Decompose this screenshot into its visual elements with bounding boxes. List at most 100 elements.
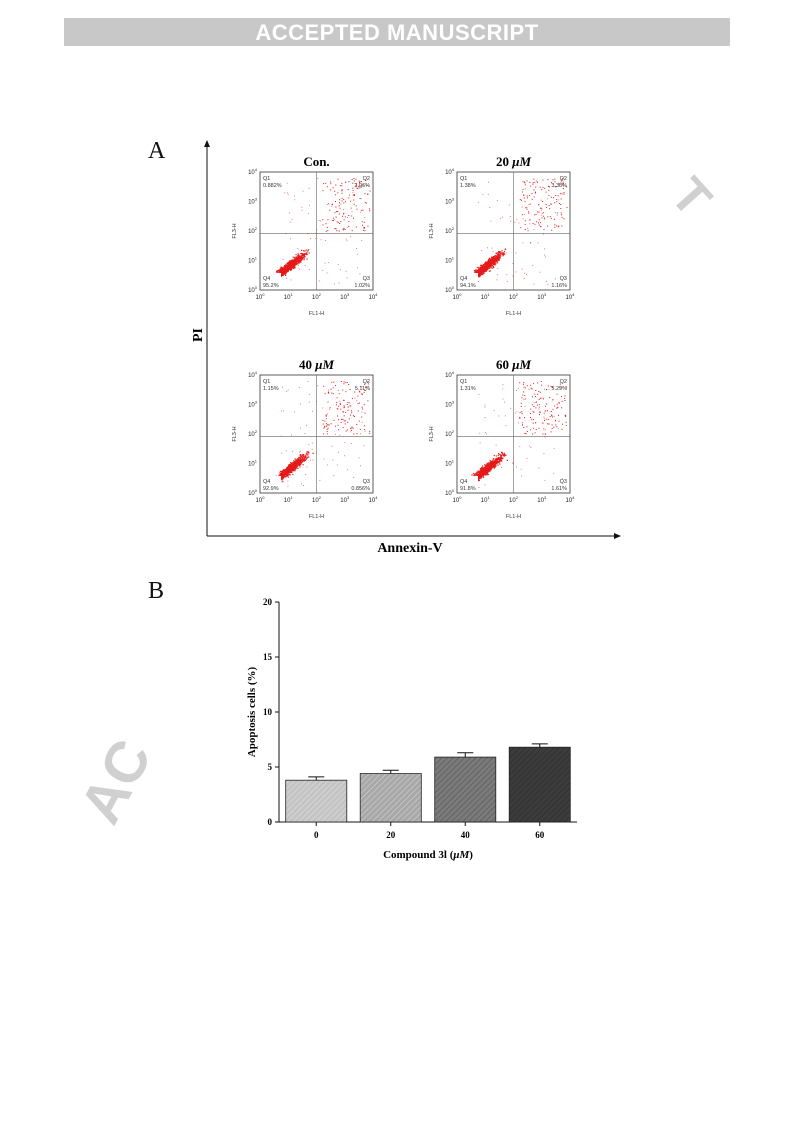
y-tick-label: 104 xyxy=(445,167,455,176)
quadrant-label: Q4 xyxy=(460,276,467,282)
x-tick-label: 103 xyxy=(537,495,547,504)
quadrant-percent: 1.61% xyxy=(551,486,567,492)
quadrant-percent: 91.8% xyxy=(460,486,476,492)
x-tick-label: 0 xyxy=(314,830,319,840)
y-tick-label: 15 xyxy=(263,652,273,662)
bar-40 xyxy=(434,756,497,823)
flow-plot-title: Con. xyxy=(303,154,329,169)
y-tick-label: 104 xyxy=(248,167,258,176)
x-tick-label: 20 xyxy=(386,830,396,840)
panel-a-ylabel: PI xyxy=(191,328,206,342)
x-tick-label: 102 xyxy=(509,495,519,504)
quadrant-percent: 5.11% xyxy=(355,386,370,392)
quadrant-label: Q1 xyxy=(460,176,467,182)
flow-plot-title: 40 μM xyxy=(299,357,334,372)
x-tick-label: 103 xyxy=(340,292,350,301)
x-tick-label: 100 xyxy=(453,292,463,301)
x-tick-label: 100 xyxy=(256,292,266,301)
y-tick-label: 101 xyxy=(445,459,455,468)
quadrant-label: Q1 xyxy=(460,379,467,385)
quadrant-percent: 0.882% xyxy=(263,183,282,189)
quadrant-label: Q2 xyxy=(560,176,567,182)
bar-chart-ylabel: Apoptosis cells (%) xyxy=(246,666,258,757)
watermark-right: T xyxy=(660,166,723,228)
quadrant-percent: 1.16% xyxy=(551,283,567,289)
bar-20 xyxy=(359,773,422,823)
flow-plot-frame xyxy=(259,374,374,494)
panel-b-label: B xyxy=(148,578,165,604)
flow-plot-ylabel: FL3-H xyxy=(429,426,435,441)
x-tick-label: 102 xyxy=(312,292,322,301)
quadrant-label: Q3 xyxy=(363,276,370,282)
quadrant-label: Q2 xyxy=(363,176,370,182)
x-tick-label: 103 xyxy=(537,292,547,301)
flow-plot-title-unit: μM xyxy=(511,154,531,169)
y-tick-label: 104 xyxy=(248,370,258,379)
x-tick-label: 101 xyxy=(284,292,294,301)
quadrant-percent: 2.96% xyxy=(354,183,370,189)
bar-chart-xlabel: Compound 3l (μM) xyxy=(383,849,473,861)
y-tick-label: 10 xyxy=(263,707,273,717)
y-tick-label: 104 xyxy=(445,370,455,379)
y-tick-label: 5 xyxy=(268,762,273,772)
y-tick-label: 102 xyxy=(445,226,455,235)
flow-plot-title: 20 μM xyxy=(496,154,531,169)
flow-plot-ylabel: FL3-H xyxy=(429,223,435,238)
x-tick-label: 100 xyxy=(453,495,463,504)
quadrant-percent: 5.29% xyxy=(551,386,567,392)
accepted-manuscript-banner: ACCEPTED MANUSCRIPT xyxy=(64,18,730,46)
flow-plot-title: 60 μM xyxy=(496,357,531,372)
quadrant-label: Q1 xyxy=(263,379,270,385)
quadrant-percent: 1.15% xyxy=(263,386,279,392)
x-tick-label: 101 xyxy=(481,292,491,301)
quadrant-percent: 0.856% xyxy=(351,486,370,492)
flow-plot-title-main: Con. xyxy=(303,154,329,169)
quadrant-label: Q1 xyxy=(263,176,270,182)
y-tick-label: 101 xyxy=(248,459,258,468)
panel-a-y-arrow xyxy=(204,140,210,147)
x-tick-label: 104 xyxy=(566,292,576,301)
flow-plot-xlabel: FL1-H xyxy=(506,311,521,317)
x-tick-label: 40 xyxy=(461,830,471,840)
x-tick-label: 104 xyxy=(566,495,576,504)
y-tick-label: 102 xyxy=(445,429,455,438)
watermark-left: AC xyxy=(67,729,165,834)
quadrant-percent: 1.31% xyxy=(460,386,476,392)
y-tick-label: 100 xyxy=(248,488,258,497)
x-tick-label: 104 xyxy=(369,292,379,301)
y-tick-label: 102 xyxy=(248,429,258,438)
x-tick-label: 104 xyxy=(369,495,379,504)
y-tick-label: 103 xyxy=(248,400,258,409)
flow-plot-title-main: 60 xyxy=(496,357,512,372)
flow-plot-frame xyxy=(456,374,571,494)
event-dots xyxy=(265,178,371,287)
y-tick-label: 103 xyxy=(445,400,455,409)
quadrant-label: Q3 xyxy=(560,276,567,282)
y-tick-label: 100 xyxy=(445,285,455,294)
flow-plot-ylabel: FL3-H xyxy=(232,426,238,441)
flow-plot-xlabel: FL1-H xyxy=(506,514,521,520)
x-tick-label: 102 xyxy=(509,292,519,301)
flow-plot-frame xyxy=(456,171,571,291)
x-tick-label: 102 xyxy=(312,495,322,504)
y-tick-label: 20 xyxy=(263,597,273,607)
quadrant-label: Q2 xyxy=(363,379,370,385)
flow-plot-xlabel: FL1-H xyxy=(309,311,324,317)
flow-plot-title-main: 20 xyxy=(496,154,512,169)
quadrant-percent: 3.38% xyxy=(551,183,567,189)
quadrant-percent: 95.2% xyxy=(263,283,279,289)
y-tick-label: 0 xyxy=(268,817,273,827)
flow-plot-xlabel: FL1-H xyxy=(309,514,324,520)
quadrant-label: Q4 xyxy=(263,479,270,485)
x-tick-label: 103 xyxy=(340,495,350,504)
flow-plot-frame xyxy=(259,171,374,291)
panel-a-xlabel: Annexin-V xyxy=(377,541,442,556)
flow-plot-title-unit: μM xyxy=(314,357,334,372)
flow-plot-title-unit: μM xyxy=(511,357,531,372)
y-tick-label: 103 xyxy=(445,197,455,206)
y-tick-label: 100 xyxy=(248,285,258,294)
x-tick-label: 60 xyxy=(535,830,545,840)
